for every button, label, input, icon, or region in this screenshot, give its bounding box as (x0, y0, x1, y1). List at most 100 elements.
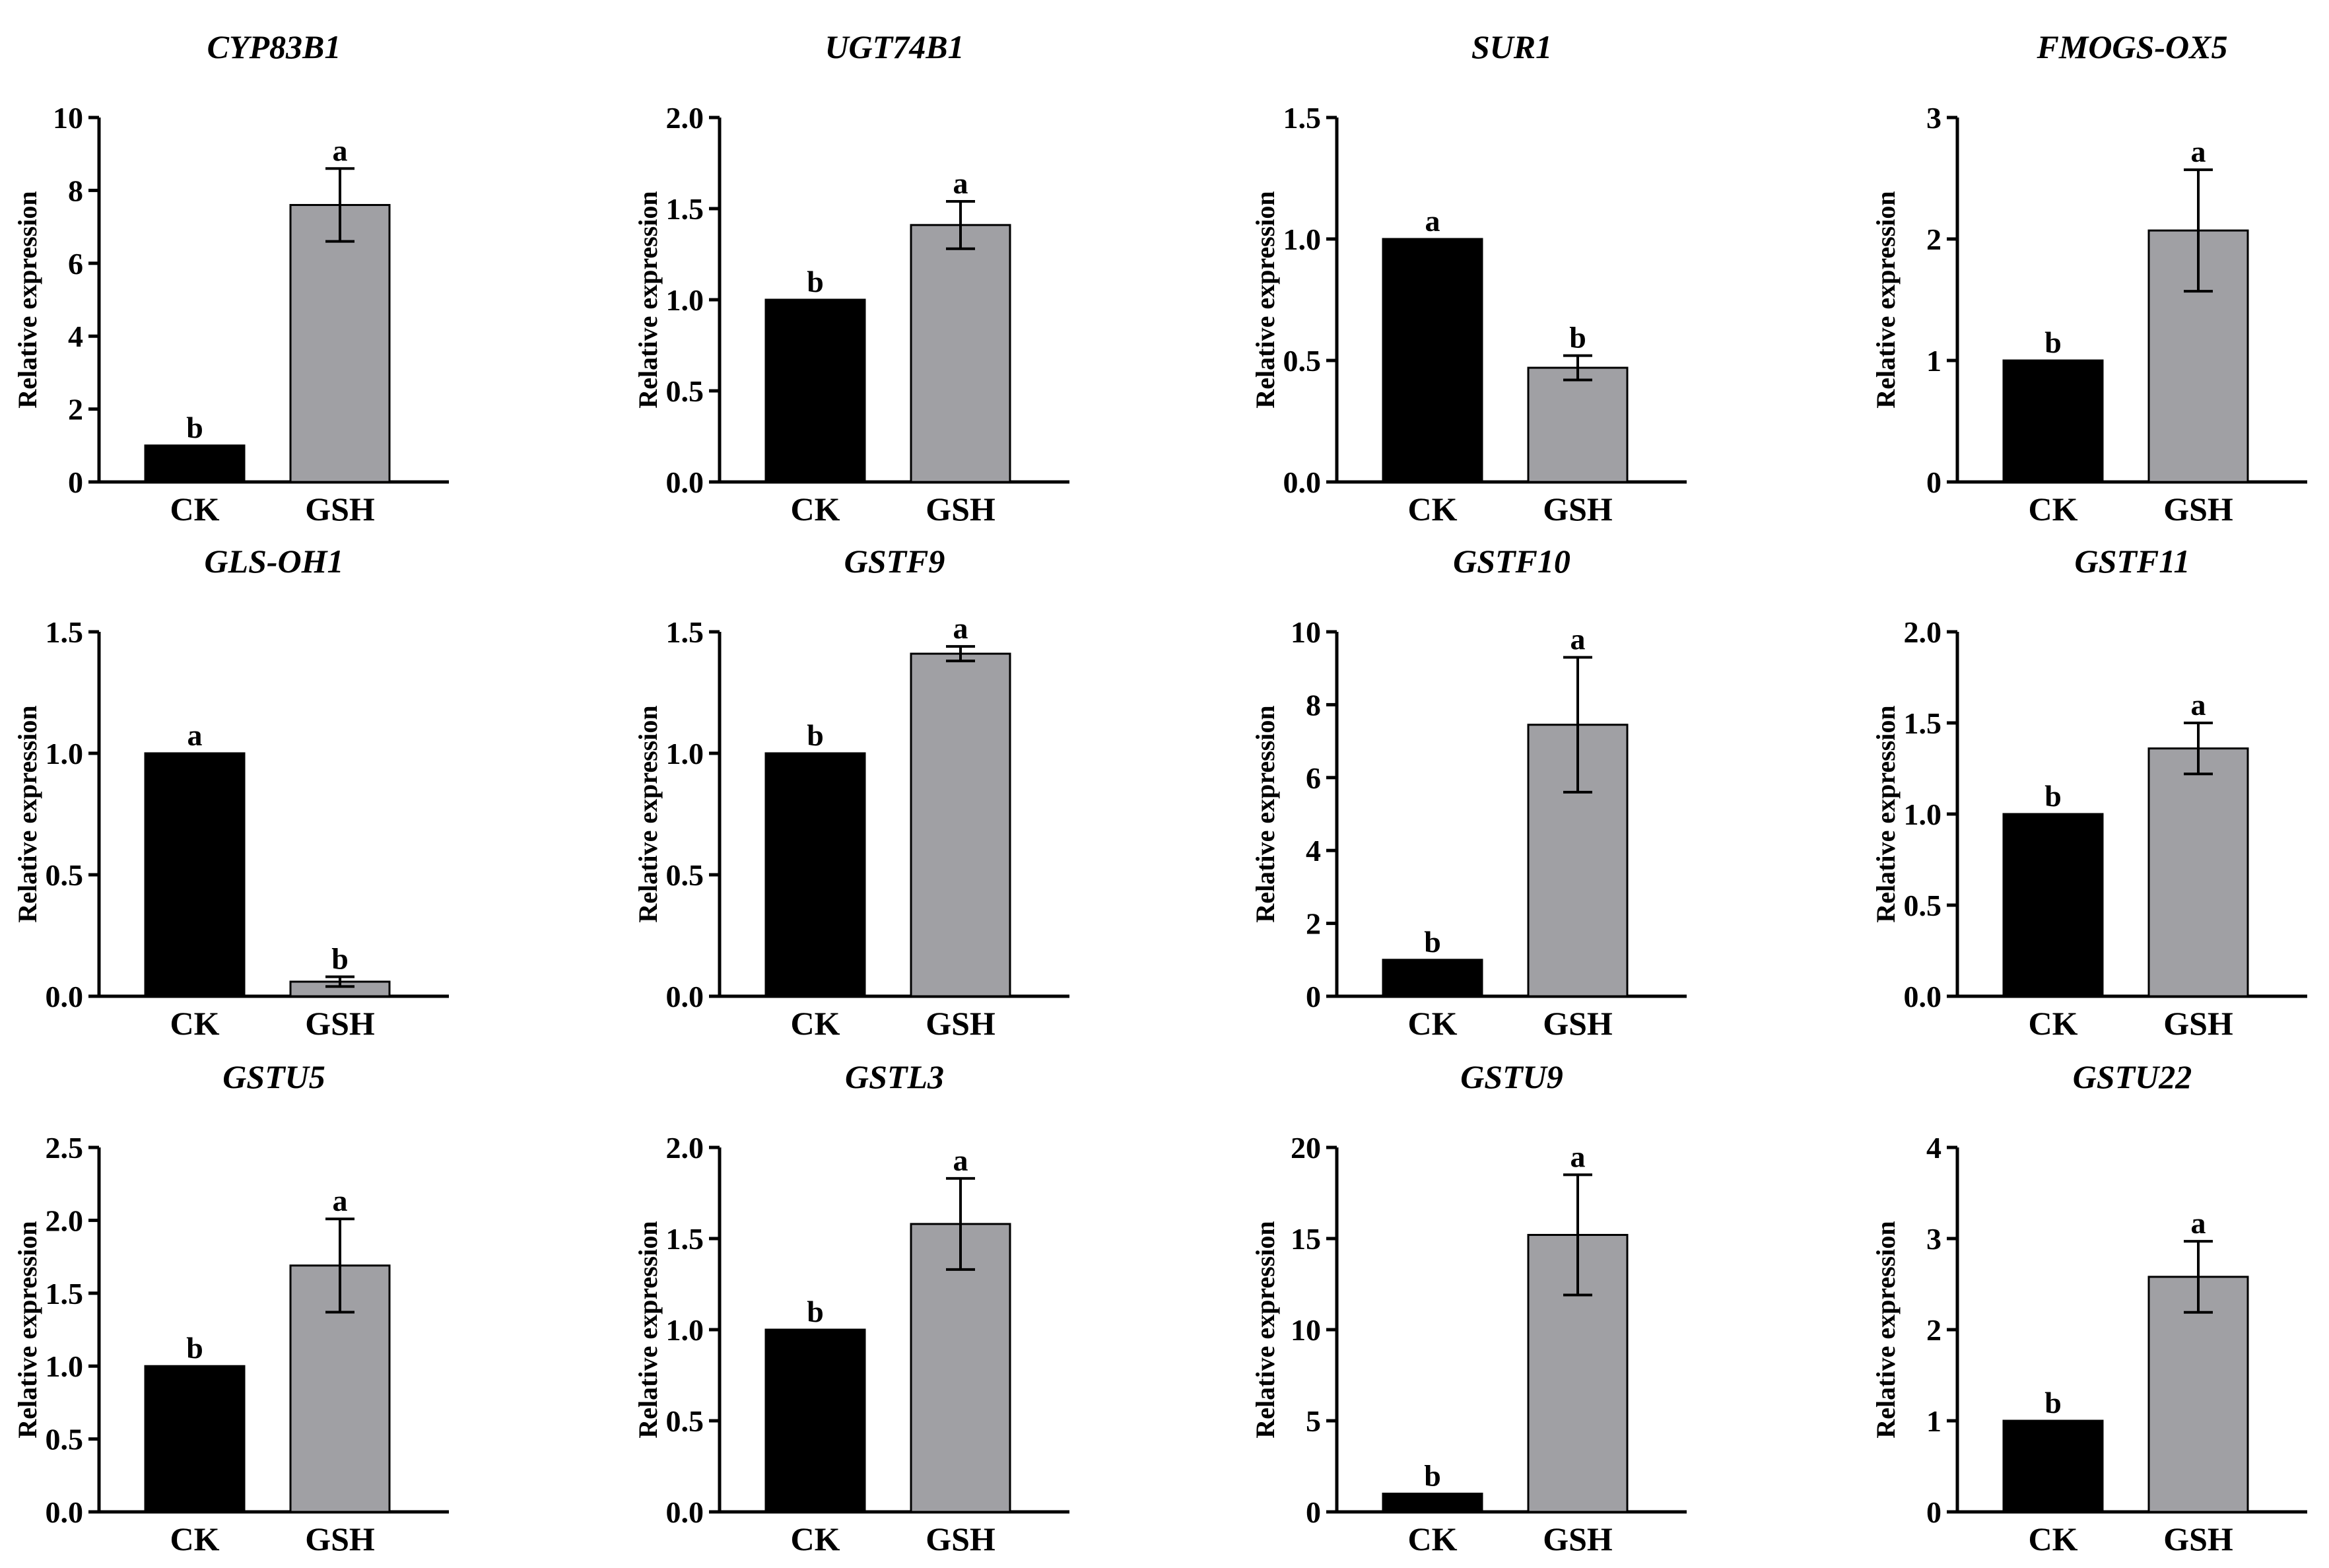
y-tick-label: 0.5 (666, 1404, 704, 1438)
bar-gsh (910, 224, 1011, 483)
significance-letter: b (2044, 779, 2062, 813)
bar-ck (2002, 1419, 2104, 1513)
y-tick-label: 6 (68, 247, 83, 281)
y-axis-label: Relative expression (1250, 191, 1280, 408)
x-tick-label: CK (791, 1520, 840, 1557)
y-tick-label: 0.0 (666, 1495, 704, 1529)
significance-letter: a (333, 1184, 348, 1217)
y-tick-label: 1.5 (1904, 706, 1942, 740)
y-tick-label: 5 (1306, 1404, 1321, 1438)
y-tick-label: 0.5 (1283, 344, 1322, 378)
chart-panel-6: GSTF10 Relative expression 0 2 4 6 8 10 b CK a GSH (1250, 543, 1687, 1042)
y-axis-label: Relative expression (13, 191, 42, 408)
y-tick-label: 6 (1306, 761, 1321, 795)
y-tick-label: 1.5 (46, 615, 84, 649)
x-tick-label: CK (791, 491, 840, 528)
bar-gsh (1527, 366, 1629, 483)
chart-title: GLS-OH1 (204, 543, 343, 580)
y-axis-label: Relative expression (633, 1221, 663, 1438)
y-axis-label: Relative expression (1250, 705, 1280, 922)
y-tick-label: 1.0 (666, 283, 704, 317)
bar-ck (1382, 959, 1483, 998)
significance-letter: a (953, 611, 968, 645)
y-tick-label: 8 (68, 174, 83, 207)
y-tick-label: 1.5 (1283, 101, 1322, 135)
bar-ck (1382, 1492, 1483, 1513)
y-tick-label: 2 (1306, 907, 1321, 941)
y-tick-label: 0 (1306, 1495, 1321, 1529)
x-tick-label: CK (1408, 491, 1458, 528)
y-tick-label: 3 (1926, 101, 1941, 135)
significance-letter: a (2191, 688, 2206, 722)
x-tick-label: GSH (2163, 491, 2233, 528)
y-tick-label: 0.0 (1283, 465, 1322, 499)
chart-panel-0: CYP83B1 Relative expression 0 2 4 6 8 10 b CK a GSH (13, 28, 449, 528)
y-tick-label: 2 (1926, 1313, 1941, 1347)
y-tick-label: 4 (68, 320, 83, 353)
y-tick-label: 0.5 (46, 858, 84, 892)
significance-letter: a (1425, 204, 1440, 238)
x-tick-label: GSH (926, 491, 996, 528)
y-tick-label: 2.0 (666, 101, 704, 135)
x-tick-label: CK (2029, 491, 2078, 528)
chart-panel-3: FMOGS-OX5 Relative expression 0 1 2 3 b CK a GSH (1871, 28, 2307, 528)
y-tick-label: 0.5 (666, 858, 704, 892)
y-tick-label: 15 (1291, 1222, 1321, 1256)
x-tick-label: GSH (1543, 1520, 1613, 1557)
bar-ck (2002, 359, 2104, 483)
bar-gsh (2147, 747, 2249, 998)
y-tick-label: 1.5 (46, 1277, 84, 1311)
y-tick-label: 10 (1291, 615, 1321, 649)
y-tick-label: 0.0 (1904, 980, 1942, 1013)
significance-letter: b (807, 718, 824, 752)
y-tick-label: 10 (53, 101, 83, 135)
y-tick-label: 1.0 (46, 1349, 84, 1383)
chart-title: GSTF11 (2074, 543, 2190, 580)
bar-gsh (910, 1223, 1011, 1513)
bar-gsh (289, 203, 391, 483)
chart-panel-4: GLS-OH1 Relative expression 0.0 0.5 1.0 1.5 a C… (13, 543, 449, 1042)
y-tick-label: 1.0 (666, 1313, 704, 1347)
chart-title: SUR1 (1471, 28, 1552, 65)
y-axis-label: Relative expression (633, 705, 663, 922)
chart-title: GSTF9 (844, 543, 945, 580)
significance-letter: a (2191, 135, 2206, 168)
y-tick-label: 1.0 (46, 737, 84, 770)
bar-ck (764, 298, 866, 483)
y-tick-label: 0 (1926, 465, 1941, 499)
y-tick-label: 1.5 (666, 192, 704, 226)
y-tick-label: 0 (68, 465, 83, 499)
y-tick-label: 20 (1291, 1131, 1321, 1165)
bar-ck (144, 1365, 246, 1513)
y-tick-label: 1.0 (1283, 222, 1322, 256)
x-tick-label: CK (2029, 1005, 2078, 1042)
y-tick-label: 1.0 (666, 737, 704, 770)
significance-letter: b (1569, 321, 1586, 355)
y-tick-label: 2.0 (1904, 615, 1942, 649)
significance-letter: a (1570, 623, 1586, 656)
significance-letter: b (807, 1295, 824, 1328)
y-tick-label: 1 (1926, 1404, 1941, 1438)
y-axis-label: Relative expression (1250, 1221, 1280, 1438)
y-tick-label: 4 (1926, 1131, 1941, 1165)
chart-panel-9: GSTL3 Relative expression 0.0 0.5 1.0 1.5 2.0 b… (633, 1058, 1069, 1557)
y-tick-label: 1.5 (666, 1222, 704, 1256)
chart-panel-7: GSTF11 Relative expression 0.0 0.5 1.0 1.5 2.0… (1871, 543, 2307, 1042)
significance-letter: b (2044, 1386, 2062, 1419)
y-axis-label: Relative expression (1871, 705, 1901, 922)
y-tick-label: 0.0 (46, 1495, 84, 1529)
chart-panel-2: SUR1 Relative expression 0.0 0.5 1.0 1.5 a CK b G… (1250, 28, 1687, 528)
y-tick-label: 0.5 (46, 1423, 84, 1456)
chart-title: GSTL3 (845, 1058, 944, 1095)
y-tick-label: 3 (1926, 1222, 1941, 1256)
y-tick-label: 2 (1926, 222, 1941, 256)
y-tick-label: 4 (1306, 834, 1321, 868)
y-tick-label: 2 (68, 393, 83, 426)
y-tick-label: 0.0 (46, 980, 84, 1013)
x-tick-label: CK (170, 491, 220, 528)
y-axis-label: Relative expression (13, 1221, 42, 1438)
chart-panel-5: GSTF9 Relative expression 0.0 0.5 1.0 1.5 b CK a… (633, 543, 1069, 1042)
bar-gsh (2147, 1276, 2249, 1513)
bar-ck (764, 1328, 866, 1513)
